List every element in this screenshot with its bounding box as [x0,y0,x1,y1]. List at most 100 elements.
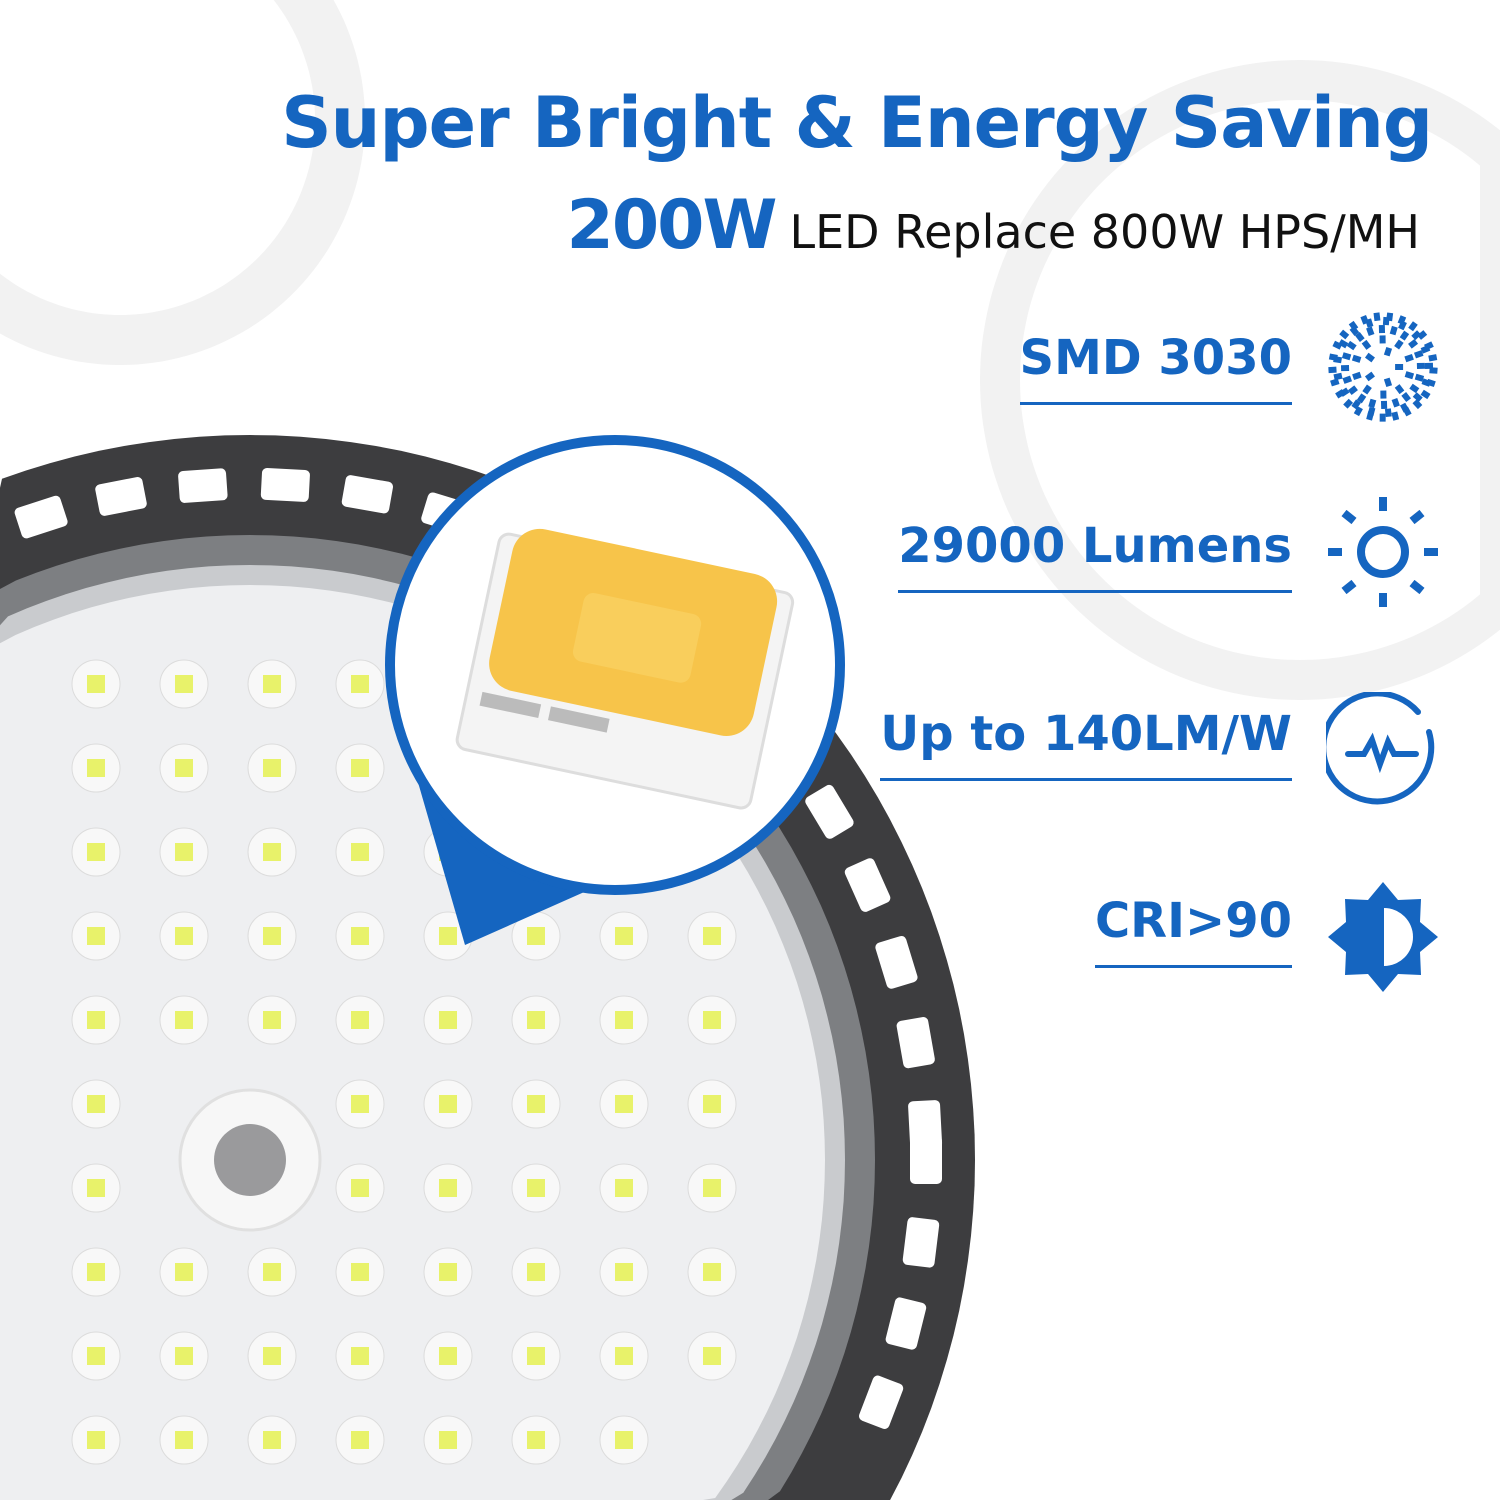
dot [1394,384,1405,395]
dot [1399,330,1410,341]
ring-slot [178,468,228,503]
dot [1409,383,1420,394]
led-chip [703,1179,721,1197]
dot [1397,315,1407,325]
led-chip [263,759,281,777]
led-chip [615,1431,633,1449]
dot [1417,330,1428,340]
dot [1412,399,1423,410]
led-chip [615,1347,633,1365]
dot [1328,366,1337,374]
dot [1416,362,1426,370]
led-chip [263,1011,281,1029]
dot [1404,353,1414,363]
led-chip [175,1431,193,1449]
led-chip [351,675,369,693]
led-chip [175,843,193,861]
led-chip [527,1011,545,1029]
led-chip [351,1095,369,1113]
dot [1383,377,1393,388]
dot [1366,411,1375,421]
dot [1342,375,1353,384]
dot [1343,398,1354,409]
led-chip [527,1263,545,1281]
led-chip [87,1347,105,1365]
led-chip [175,1347,193,1365]
power-rating: 200W [566,186,778,265]
dot [1420,389,1431,400]
dot [1330,378,1340,387]
dot [1341,352,1352,361]
dot [1351,354,1362,363]
led-chip [351,1263,369,1281]
led-chip [439,927,457,945]
led-chip-callout [385,435,845,945]
dot [1426,378,1436,388]
dot [1384,408,1392,418]
led-chip-dots-icon [1328,312,1438,422]
led-chip [175,759,193,777]
ring-slot [805,784,854,839]
ring-slot [341,475,394,514]
dot [1333,372,1343,381]
led-chip [87,1095,105,1113]
dot [1408,321,1418,332]
dot [1340,364,1350,372]
led-chip [527,1347,545,1365]
led-chip [615,1011,633,1029]
led-chip [351,759,369,777]
dot [1362,384,1372,395]
dot [1332,340,1343,350]
led-chip [87,927,105,945]
led-chip [351,843,369,861]
led-chip [351,1179,369,1197]
dot [1366,326,1375,337]
led-chip [439,1263,457,1281]
led-chip [263,675,281,693]
led-chip [87,1179,105,1197]
efficiency-pulse-icon [1326,692,1435,805]
ring-slot [95,476,147,516]
dot [1408,339,1419,349]
led-chip [439,1011,457,1029]
led-chip [703,1095,721,1113]
dot [1394,339,1404,350]
background-ring [0,0,366,366]
background-ring [979,59,1500,701]
led-chip [175,1011,193,1029]
led-chip [175,1263,193,1281]
dot [1389,325,1398,336]
led-chip [615,927,633,945]
dot [1391,397,1400,408]
ring-slot [896,1016,935,1069]
feature-lumens: 29000 Lumens [898,518,1292,593]
ring-slot [844,858,891,912]
led-chip [87,843,105,861]
led-chip [703,927,721,945]
dot [1411,330,1422,341]
dot [1361,339,1372,350]
led-chip [351,927,369,945]
led-chip [87,1431,105,1449]
led-chip [439,1095,457,1113]
led-chip [351,1011,369,1029]
dot [1424,341,1434,351]
led-chip [263,843,281,861]
sun-icon [1328,497,1438,607]
dot [1348,320,1359,331]
led-chip [351,1431,369,1449]
dot [1338,339,1349,349]
dot [1401,392,1411,403]
feature-efficiency: Up to 140LM/W [880,706,1292,781]
dot [1347,385,1358,395]
ring-slot [908,1100,943,1150]
dot [1355,331,1365,342]
ring-slot [902,1217,940,1268]
dot [1351,399,1361,410]
dot [1391,411,1400,421]
dot [1428,354,1438,362]
led-chip [87,675,105,693]
led-chip [263,927,281,945]
led-chip [87,1263,105,1281]
ring-slot [885,1297,927,1350]
